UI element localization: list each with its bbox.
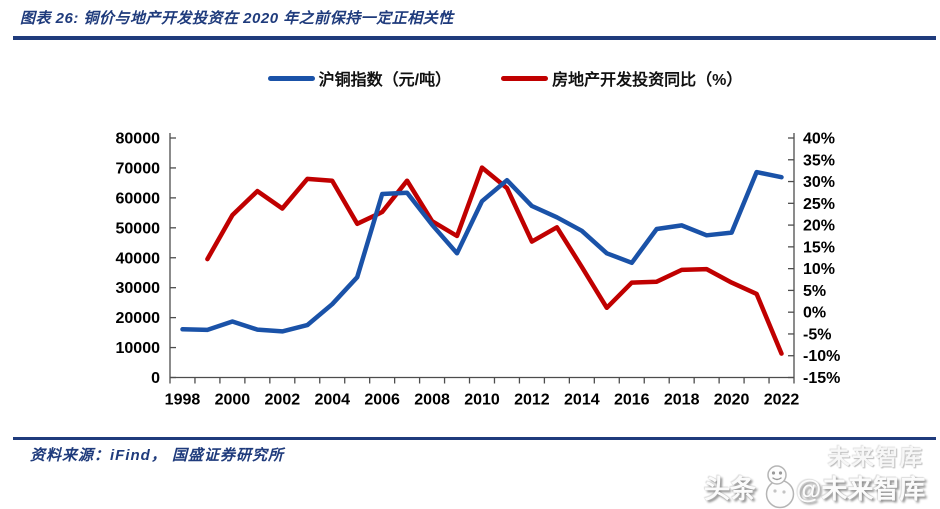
left-axis-tick-label: 40000 <box>116 250 161 267</box>
x-axis-tick-label: 2022 <box>764 392 800 409</box>
watermark-main-text: 头条 @未来智库 <box>704 464 925 509</box>
x-axis-tick-label: 2012 <box>514 392 550 409</box>
watermark-prefix: 头条 <box>704 473 757 504</box>
left-axis-tick-label: 70000 <box>116 160 161 177</box>
figure-title: 图表 26: 铜价与地产开发投资在 2020 年之前保持一定正相关性 <box>20 10 454 27</box>
watermark: 未来智库 头条 @未来智库 <box>704 445 934 509</box>
footer-divider-rule <box>13 437 936 440</box>
housing-legend-label: 房地产开发投资同比（%） <box>552 72 743 89</box>
left-axis-tick-label: 10000 <box>116 340 161 357</box>
left-axis-tick-label: 60000 <box>116 190 161 207</box>
left-axis-tick-label: 30000 <box>116 280 161 297</box>
housing-line-swatch <box>501 75 549 81</box>
right-axis-tick-label: 10% <box>803 261 835 278</box>
x-axis-tick-label: 2018 <box>664 392 700 409</box>
snowman-mascot-icon <box>765 465 795 509</box>
watermark-suffix: @未来智库 <box>796 473 926 504</box>
right-axis-tick-label: 25% <box>803 196 835 213</box>
right-axis-tick-label: 15% <box>803 239 835 256</box>
legend-item-copper: 沪铜指数（元/吨） <box>267 66 452 90</box>
left-axis-tick-label: 50000 <box>116 220 161 237</box>
right-axis-tick-label: 40% <box>803 131 835 148</box>
right-axis-tick-label: -15% <box>803 370 840 387</box>
copper-line-swatch <box>267 75 315 81</box>
x-axis-tick-label: 2008 <box>414 392 450 409</box>
right-axis-tick-label: 5% <box>803 283 826 300</box>
x-axis-tick-label: 2000 <box>215 392 251 409</box>
left-axis-tick-label: 20000 <box>116 310 161 327</box>
chart-legend: 沪铜指数（元/吨） 房地产开发投资同比（%） <box>0 66 940 90</box>
left-axis-tick-label: 0 <box>151 370 160 387</box>
x-axis-tick-label: 2004 <box>314 392 350 409</box>
x-axis-tick-label: 2020 <box>714 392 750 409</box>
data-source-note: 资料来源：iFind， 国盛证券研究所 <box>30 447 284 464</box>
x-axis-tick-label: 2014 <box>564 392 600 409</box>
legend-item-housing: 房地产开发投资同比（%） <box>501 66 742 90</box>
watermark-ghost-text: 未来智库 <box>827 445 924 470</box>
x-axis-tick-label: 2006 <box>364 392 400 409</box>
copper-series-line <box>180 169 784 334</box>
housing-series-line <box>205 165 784 356</box>
right-axis-tick-label: 20% <box>803 218 835 235</box>
x-axis-tick-label: 2010 <box>464 392 500 409</box>
x-axis-tick-label: 2002 <box>265 392 301 409</box>
x-axis-tick-label: 2016 <box>614 392 650 409</box>
x-axis-tick-label: 1998 <box>165 392 201 409</box>
copper-legend-label: 沪铜指数（元/吨） <box>318 72 452 89</box>
right-axis-tick-label: 30% <box>803 174 835 191</box>
right-axis-tick-label: 35% <box>803 152 835 169</box>
right-axis-tick-label: -10% <box>803 348 840 365</box>
right-axis-tick-label: -5% <box>803 326 831 343</box>
left-axis-tick-label: 80000 <box>116 131 161 148</box>
right-axis-tick-label: 0% <box>803 305 826 322</box>
title-divider-rule <box>13 36 936 40</box>
